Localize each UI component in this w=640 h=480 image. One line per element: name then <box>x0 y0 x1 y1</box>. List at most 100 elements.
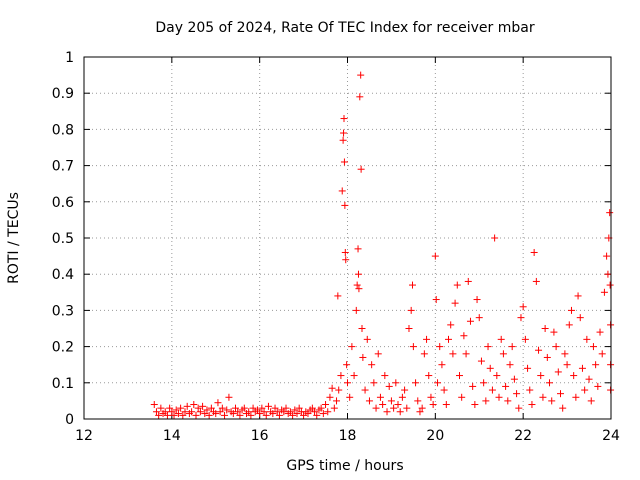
data-point <box>337 372 345 380</box>
x-tick-label: 16 <box>251 428 269 444</box>
y-tick-label: 0.8 <box>52 122 74 138</box>
data-point <box>271 404 279 412</box>
data-point <box>177 404 185 412</box>
data-point <box>341 201 349 209</box>
y-tick-label: 0.2 <box>52 340 74 356</box>
data-point <box>221 411 229 419</box>
data-point <box>363 335 371 343</box>
data-point <box>497 335 505 343</box>
data-point <box>524 364 532 372</box>
data-point <box>352 306 360 314</box>
data-point <box>453 281 461 289</box>
data-point <box>201 410 209 418</box>
data-point <box>379 401 387 409</box>
data-point <box>311 408 319 416</box>
data-point <box>482 397 490 405</box>
y-tick-label: 0 <box>65 412 74 428</box>
data-point <box>340 115 348 123</box>
data-point <box>405 325 413 332</box>
data-point <box>451 299 459 307</box>
data-point <box>438 361 446 369</box>
data-point <box>567 306 575 314</box>
data-point <box>196 408 204 416</box>
data-point <box>262 411 270 419</box>
data-point <box>291 406 299 414</box>
data-point <box>600 288 608 296</box>
data-point <box>504 397 512 405</box>
data-point <box>374 350 382 358</box>
data-point <box>194 404 202 412</box>
data-point <box>440 386 448 394</box>
data-point <box>330 404 338 412</box>
data-point <box>570 372 578 380</box>
data-point <box>365 397 373 405</box>
data-point <box>253 406 261 414</box>
data-point <box>550 328 558 336</box>
data-point <box>429 401 437 409</box>
data-point <box>606 281 614 289</box>
data-point <box>484 343 492 351</box>
data-point <box>376 393 384 401</box>
axis-tick-labels: 12 14 16 18 20 22 24 0 0.1 0.2 0.3 0.4 0.5 0.6 0.7 0.8 0… <box>52 50 620 444</box>
data-point <box>396 408 404 416</box>
data-point <box>561 350 569 358</box>
data-point <box>434 379 442 387</box>
data-point <box>519 303 527 311</box>
data-point <box>188 408 196 416</box>
data-point <box>216 408 224 416</box>
x-tick-label: 20 <box>426 428 444 444</box>
data-point <box>258 404 266 412</box>
data-point <box>528 401 536 409</box>
data-point <box>508 343 516 351</box>
data-point <box>480 379 488 387</box>
data-point <box>447 321 455 329</box>
data-point <box>340 129 348 137</box>
data-point <box>289 411 297 419</box>
y-tick-label: 1 <box>65 50 74 66</box>
data-point <box>225 393 233 401</box>
data-point <box>578 364 586 372</box>
data-point <box>581 386 589 394</box>
data-point <box>587 397 595 405</box>
data-point <box>368 361 376 369</box>
data-point <box>356 93 364 101</box>
data-point <box>548 397 556 405</box>
data-point <box>414 397 422 405</box>
data-point <box>214 399 222 407</box>
data-point <box>606 209 614 217</box>
data-point <box>157 404 165 412</box>
plot-frame <box>83 56 612 420</box>
data-point <box>576 314 584 322</box>
gridlines <box>84 57 611 419</box>
data-point <box>502 382 510 390</box>
data-point <box>541 325 549 332</box>
data-point <box>343 361 351 369</box>
data-point <box>264 402 272 410</box>
data-point <box>245 408 253 416</box>
data-point <box>354 245 362 253</box>
data-point <box>344 379 351 387</box>
data-point <box>408 281 416 289</box>
data-point <box>394 401 402 409</box>
data-point <box>335 386 343 394</box>
data-point <box>385 382 393 390</box>
data-point <box>513 390 521 398</box>
data-point <box>458 393 466 401</box>
data-point <box>432 296 440 304</box>
y-tick-label: 0.9 <box>52 86 74 102</box>
data-point <box>554 368 562 376</box>
data-point <box>273 408 281 416</box>
data-point <box>462 350 470 358</box>
data-point <box>488 386 496 394</box>
y-tick-label: 0.1 <box>52 376 74 392</box>
x-axis-label: GPS time / hours <box>286 458 403 474</box>
y-tick-label: 0.7 <box>52 159 74 175</box>
y-tick-label: 0.4 <box>52 267 74 283</box>
data-point <box>583 335 591 343</box>
data-point <box>223 406 231 414</box>
data-points <box>150 71 615 419</box>
data-point <box>328 384 336 392</box>
data-point <box>282 404 290 412</box>
data-point <box>348 343 356 351</box>
